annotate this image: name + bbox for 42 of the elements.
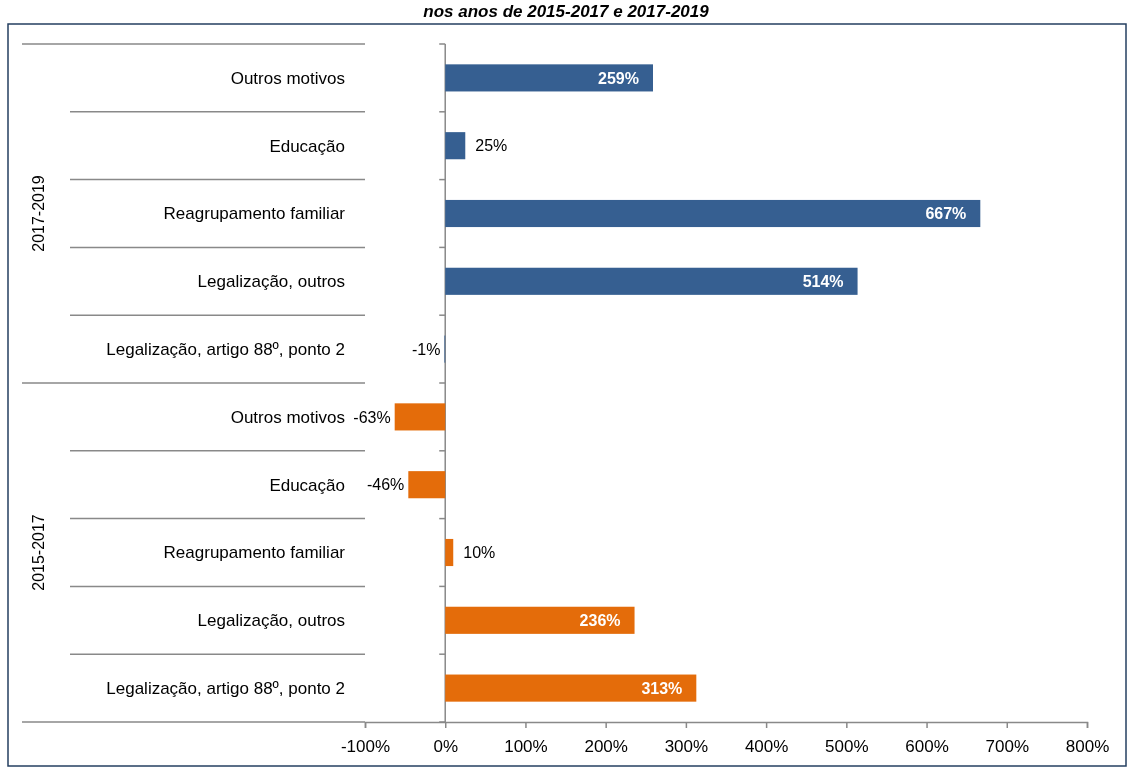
data-label: 236%	[579, 611, 621, 629]
data-label: 313%	[641, 679, 683, 697]
bar	[445, 199, 981, 228]
y-tick-label: Legalização, outros	[197, 272, 345, 292]
x-tick-label: 700%	[985, 737, 1030, 757]
x-tick-label: 500%	[825, 737, 869, 757]
x-tick-label: 600%	[905, 737, 949, 757]
x-tick-label: -100%	[340, 737, 391, 757]
y-tick-label: Legalização, artigo 88º, ponto 2	[106, 679, 345, 699]
x-tick-label: 400%	[744, 737, 789, 757]
data-label: 259%	[598, 69, 639, 87]
text: 2015-2017	[30, 514, 47, 591]
y-tick-label: Legalização, outros	[197, 611, 345, 631]
y-tick-label: Legalização, artigo 88º, ponto 2	[106, 340, 345, 360]
bar	[445, 267, 858, 295]
bar	[445, 538, 454, 567]
y-tick-label: Educação	[269, 475, 345, 495]
y-tick-label: Reagrupamento familiar	[163, 204, 346, 224]
bar	[445, 606, 635, 634]
x-tick-label: 300%	[664, 737, 709, 757]
bar	[394, 403, 446, 431]
x-tick-label: 800%	[1065, 737, 1110, 757]
bar	[445, 64, 653, 92]
data-label: -63%	[353, 408, 391, 426]
x-tick-label: 200%	[584, 737, 628, 757]
chart-title: nos anos de 2015-2017 e 2017-2019	[423, 2, 710, 21]
x-tick-label: 100%	[504, 737, 548, 757]
data-label: -1%	[411, 340, 441, 358]
data-label: 667%	[925, 205, 967, 223]
data-label: 25%	[475, 137, 508, 155]
x-tick-label: 0%	[433, 737, 459, 757]
data-label: 10%	[463, 544, 496, 562]
text: 2017-2019	[30, 175, 47, 252]
y-tick-label: Outros motivos	[230, 68, 345, 88]
data-label: 514%	[802, 272, 844, 290]
y-tick-label: Outros motivos	[230, 407, 345, 427]
bar	[445, 132, 466, 160]
data-label: -46%	[366, 476, 405, 494]
y-tick-label: Educação	[269, 136, 345, 156]
bar	[408, 471, 446, 499]
bar	[445, 674, 697, 702]
y-tick-label: Reagrupamento familiar	[163, 543, 346, 563]
